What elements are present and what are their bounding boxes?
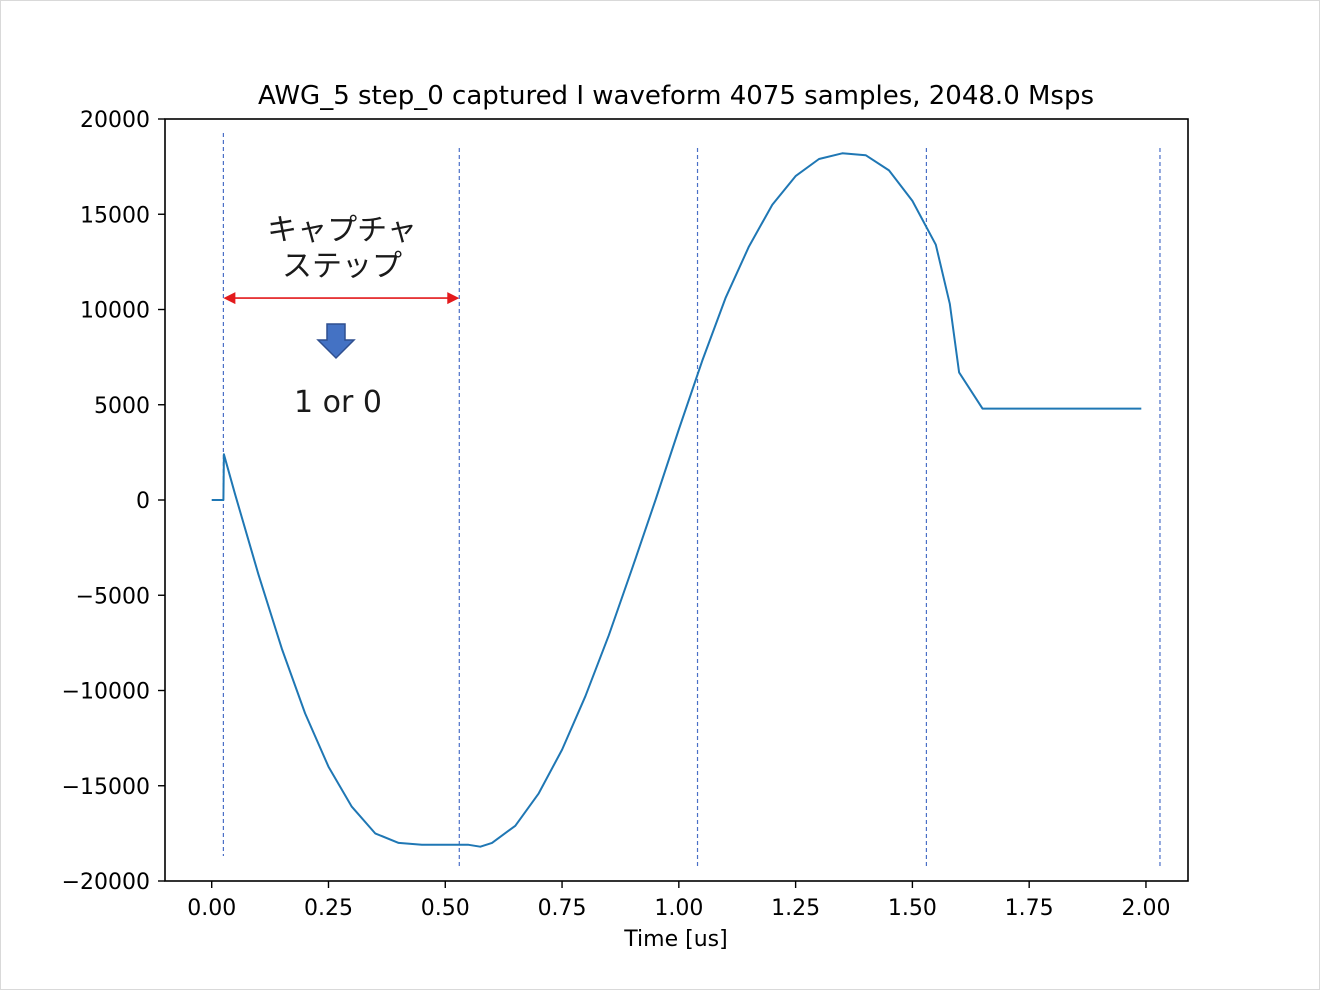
x-tick-label-6: 1.50 bbox=[888, 896, 937, 921]
x-tick-label-1: 0.25 bbox=[304, 896, 353, 921]
y-tick-label-8: −20000 bbox=[62, 870, 150, 895]
x-tick-label-8: 2.00 bbox=[1121, 896, 1170, 921]
capture-step-label-line2: ステップ bbox=[282, 249, 402, 284]
y-tick-label-4: 0 bbox=[136, 489, 150, 514]
down-arrow-icon bbox=[316, 323, 356, 360]
y-tick-label-7: −15000 bbox=[62, 775, 150, 800]
x-tick-label-2: 0.50 bbox=[421, 896, 470, 921]
x-tick-label-0: 0.00 bbox=[187, 896, 236, 921]
y-tick-label-6: −10000 bbox=[62, 680, 150, 705]
x-tick-label-7: 1.75 bbox=[1005, 896, 1054, 921]
result-label: 1 or 0 bbox=[294, 385, 382, 420]
y-tick-label-2: 10000 bbox=[80, 299, 150, 324]
x-axis-label: Time [us] bbox=[623, 927, 727, 952]
x-tick-label-5: 1.25 bbox=[771, 896, 820, 921]
series-line-0 bbox=[211, 152, 1142, 848]
capture-span-arrowhead-right bbox=[447, 292, 460, 305]
y-tick-label-1: 15000 bbox=[80, 203, 150, 228]
y-tick-label-5: −5000 bbox=[76, 584, 150, 609]
capture-span-arrowhead-left bbox=[223, 292, 236, 305]
y-tick-label-3: 5000 bbox=[94, 394, 150, 419]
capture-step-label-line1: キャプチャ bbox=[267, 213, 417, 248]
x-tick-label-3: 0.75 bbox=[538, 896, 587, 921]
chart-title: AWG_5 step_0 captured I waveform 4075 sa… bbox=[258, 81, 1094, 111]
x-tick-label-4: 1.00 bbox=[654, 896, 703, 921]
y-tick-label-0: 20000 bbox=[80, 108, 150, 133]
plot-area: 0.00 0.25 0.50 0.75 1.00 1.25 1.50 1.75 2.00 2000… bbox=[62, 108, 1189, 921]
